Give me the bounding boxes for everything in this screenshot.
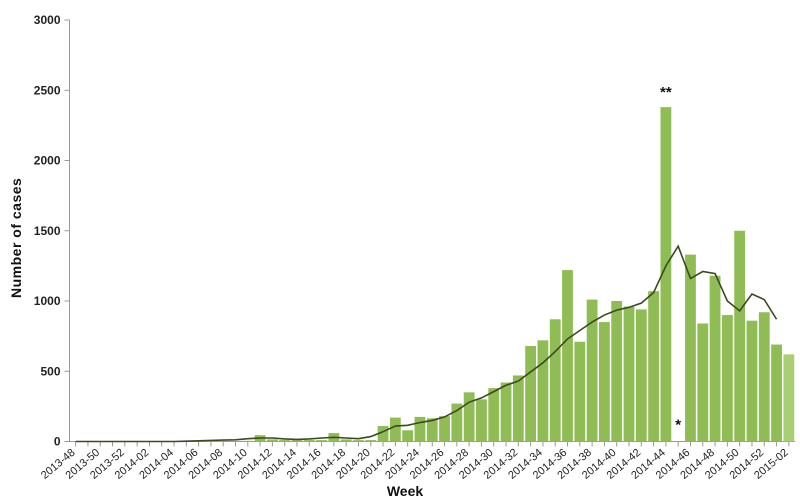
svg-text:0: 0 [54,435,61,449]
svg-text:**: ** [660,84,672,101]
svg-text:1000: 1000 [34,294,61,308]
svg-text:500: 500 [40,364,60,378]
svg-text:3000: 3000 [34,13,61,27]
svg-text:1500: 1500 [34,224,61,238]
svg-text:2500: 2500 [34,83,61,97]
svg-text:2000: 2000 [34,154,61,168]
svg-text:*: * [675,417,681,434]
